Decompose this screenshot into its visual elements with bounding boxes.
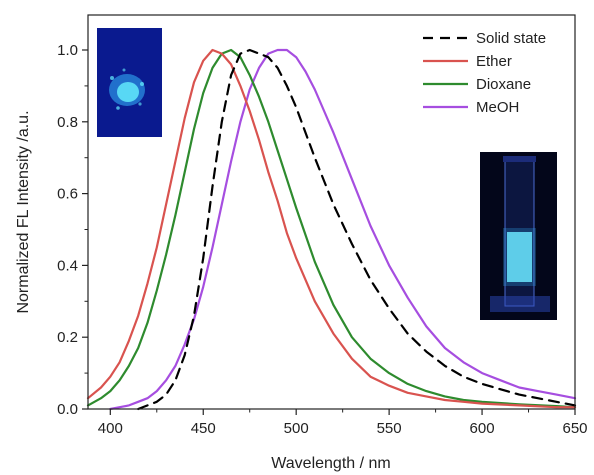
y-axis-title: Normalized FL Intensity /a.u.: [15, 110, 32, 313]
powder-speck: [140, 82, 144, 86]
y-tick-label: 0.0: [57, 401, 78, 418]
powder-speck: [122, 68, 126, 72]
powder-photo: [97, 28, 162, 137]
series-line-ether: [86, 48, 577, 409]
powder-speck: [110, 76, 114, 80]
series-line-dioxane: [86, 48, 577, 409]
legend: Solid state Ether Dioxane MeOH: [423, 30, 546, 116]
y-tick-label: 0.6: [57, 186, 78, 203]
series-line-solid-state: [137, 48, 577, 411]
powder-glow-core: [117, 82, 139, 102]
legend-label-solid-state: Solid state: [476, 30, 546, 47]
x-tick-label: 400: [98, 420, 123, 437]
y-tick-label: 0.4: [57, 257, 78, 274]
x-tick-label: 450: [191, 420, 216, 437]
powder-speck: [116, 106, 120, 110]
x-axis-title: Wavelength / nm: [271, 455, 390, 472]
legend-label-ether: Ether: [476, 53, 512, 70]
x-tick-label: 550: [377, 420, 402, 437]
legend-label-meoh: MeOH: [476, 99, 519, 116]
cuvette-solution-glow: [507, 232, 532, 282]
powder-speck: [138, 102, 142, 106]
cuvette-solution-halo: [503, 228, 536, 286]
x-tick-label: 600: [470, 420, 495, 437]
x-tick-label: 500: [284, 420, 309, 437]
x-tick-label: 650: [562, 420, 587, 437]
series-line-meoh: [109, 48, 577, 411]
plot-frame: [87, 14, 576, 410]
y-tick-label: 0.8: [57, 114, 78, 131]
series-layer: [86, 48, 577, 411]
cuvette-photo: [480, 152, 557, 320]
cuvette-base-reflection: [490, 296, 550, 312]
y-tick-label: 0.2: [57, 329, 78, 346]
legend-label-dioxane: Dioxane: [476, 76, 531, 93]
cuvette-cap: [503, 156, 536, 162]
y-tick-label: 1.0: [57, 42, 78, 59]
ticks-layer: 400 450 500 550 600 650 0.0 0.2 0.4 0.6 0.8 1.0: [57, 42, 587, 437]
